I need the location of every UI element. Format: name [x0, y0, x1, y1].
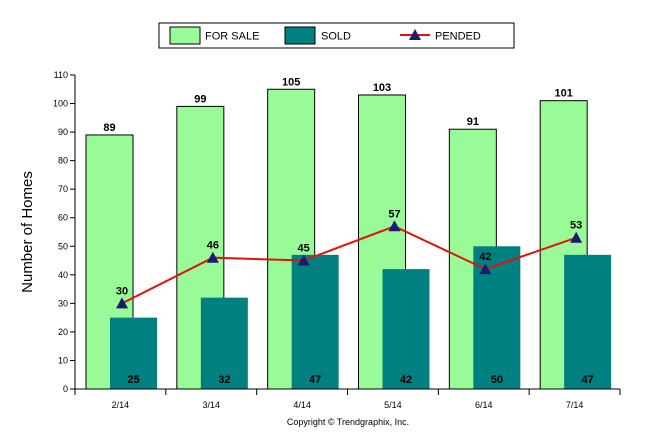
- legend-swatch-for-sale: [169, 26, 201, 45]
- legend: FOR SALE SOLD PENDED: [158, 22, 515, 49]
- label-pended: 57: [388, 208, 400, 220]
- label-for-sale: 91: [467, 116, 479, 128]
- label-for-sale: 101: [554, 88, 572, 100]
- pended-marker: [206, 251, 219, 263]
- y-tick-label: 50: [58, 241, 68, 251]
- y-tick-label: 80: [58, 156, 68, 166]
- legend-label-sold: SOLD: [321, 31, 351, 43]
- y-tick-label: 100: [53, 99, 68, 109]
- bar-sold-5-14: [382, 269, 430, 389]
- label-sold: 32: [218, 374, 230, 386]
- label-for-sale: 103: [373, 82, 391, 94]
- y-axis-title: Number of Homes: [19, 171, 36, 293]
- bar-sold-7-14: [564, 254, 612, 389]
- x-tick-label: 3/14: [202, 400, 220, 410]
- pended-line: [121, 225, 577, 305]
- pended-marker: [388, 220, 401, 232]
- y-tick-label: 20: [58, 327, 68, 337]
- sold-bars: [110, 246, 612, 389]
- x-ticks: 2/14 3/14 4/14 5/14 6/14 7/14: [74, 389, 621, 410]
- label-for-sale: 89: [103, 122, 115, 134]
- for-sale-bars: [85, 88, 588, 390]
- bar-sold-3-14: [200, 297, 248, 389]
- bar-sold-6-14: [473, 246, 521, 389]
- y-tick-label: 70: [58, 184, 68, 194]
- y-tick-label: 110: [54, 70, 68, 80]
- y-ticks: 0 10 20 30 40 50 60 70 80 90 100 110: [53, 70, 75, 394]
- label-sold: 47: [582, 374, 594, 386]
- pended-marker: [297, 254, 310, 266]
- y-tick-label: 0: [63, 384, 68, 394]
- y-tick-label: 40: [58, 270, 68, 280]
- x-tick-label: 4/14: [293, 400, 311, 410]
- legend-marker-pended: [409, 29, 421, 40]
- label-pended: 30: [116, 285, 128, 297]
- label-pended: 42: [479, 251, 491, 263]
- label-sold: 42: [400, 374, 412, 386]
- pended-series: [116, 220, 583, 309]
- label-sold: 47: [309, 374, 321, 386]
- x-tick-label: 7/14: [566, 400, 584, 410]
- label-sold: 50: [491, 374, 503, 386]
- bar-sold-4-14: [291, 254, 339, 389]
- pended-marker: [570, 231, 583, 243]
- label-pended: 45: [298, 243, 310, 255]
- legend-label-pended: PENDED: [435, 31, 481, 43]
- label-sold: 25: [127, 374, 139, 386]
- legend-box: [158, 22, 515, 49]
- legend-label-for-sale: FOR SALE: [205, 31, 259, 43]
- x-tick-label: 6/14: [475, 400, 493, 410]
- pended-marker: [116, 297, 128, 309]
- y-tick-label: 90: [58, 127, 68, 137]
- label-pended: 46: [207, 240, 219, 252]
- label-for-sale: 105: [282, 76, 300, 88]
- label-for-sale: 99: [194, 93, 206, 105]
- y-tick-label: 30: [58, 298, 68, 308]
- copyright-footer: Copyright © Trendgraphix, Inc.: [287, 417, 409, 427]
- plot-area: 0 10 20 30 40 50 60 70 80 90 100 110 89 99 105 103 91 10…: [53, 70, 621, 410]
- bar-sold-2-14: [110, 317, 157, 389]
- label-pended: 53: [570, 220, 582, 232]
- y-tick-label: 10: [58, 355, 68, 365]
- data-labels: 89 99 105 103 91 101 25 32 47 42 50 47 30 46 45 57 42 53: [103, 76, 593, 386]
- pended-marker: [479, 263, 492, 275]
- x-tick-label: 5/14: [384, 400, 402, 410]
- x-tick-label: 2/14: [112, 400, 130, 410]
- legend-swatch-sold: [284, 26, 316, 45]
- y-tick-label: 60: [58, 213, 68, 223]
